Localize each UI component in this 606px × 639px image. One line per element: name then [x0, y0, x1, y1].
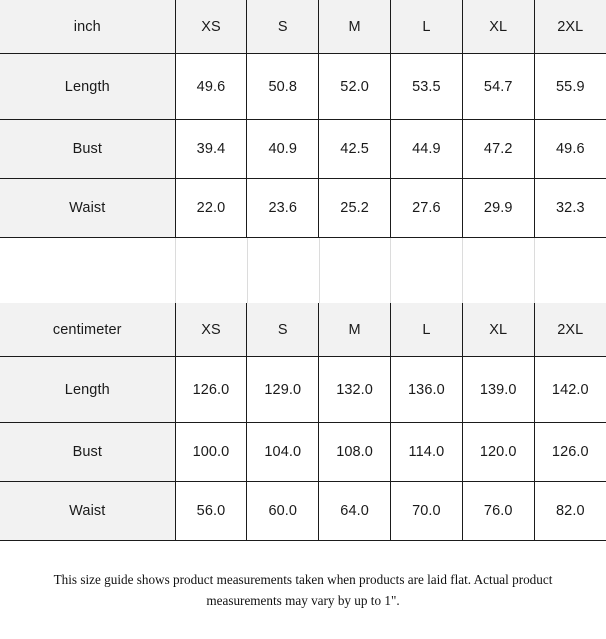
cell-inch-waist-s: 23.6	[246, 178, 319, 238]
spacer-segment	[0, 238, 175, 303]
column-header-2xl: 2XL	[533, 0, 606, 54]
cell-inch-length-m: 52.0	[318, 53, 391, 120]
cell-cm-waist-m: 64.0	[318, 481, 391, 541]
column-header-xl: XL	[461, 0, 535, 54]
table-row: Bust 100.0 104.0 108.0 114.0 120.0 126.0	[0, 422, 606, 482]
unit-header-inch: inch	[0, 0, 176, 54]
column-header-xs: XS	[174, 303, 247, 357]
cell-inch-waist-l: 27.6	[390, 178, 463, 238]
cell-cm-bust-m: 108.0	[318, 422, 391, 482]
column-header-m: M	[318, 303, 391, 357]
size-table-inch: inch XS S M L XL 2XL Length 49.6 50.8 52…	[0, 0, 606, 238]
row-label-length: Length	[0, 53, 176, 120]
size-table-inch-head: inch XS S M L XL 2XL	[0, 0, 606, 54]
cell-cm-bust-2xl: 126.0	[533, 422, 606, 482]
cell-inch-length-xl: 54.7	[461, 53, 535, 120]
cell-cm-length-xl: 139.0	[461, 356, 535, 423]
cell-cm-length-2xl: 142.0	[533, 356, 606, 423]
column-header-s: S	[246, 0, 319, 54]
spacer-segment	[390, 238, 462, 303]
cell-cm-waist-xl: 76.0	[461, 481, 535, 541]
spacer-segment	[246, 238, 319, 303]
cell-cm-bust-xl: 120.0	[461, 422, 535, 482]
spacer-segment	[175, 238, 247, 303]
spacer-segment	[318, 238, 391, 303]
cell-inch-bust-xl: 47.2	[461, 119, 535, 179]
cell-cm-length-l: 136.0	[390, 356, 463, 423]
cell-cm-waist-2xl: 82.0	[533, 481, 606, 541]
row-label-waist: Waist	[0, 178, 176, 238]
table-row: Length 126.0 129.0 132.0 136.0 139.0 142…	[0, 356, 606, 423]
cell-inch-waist-m: 25.2	[318, 178, 391, 238]
cell-cm-waist-l: 70.0	[390, 481, 463, 541]
row-label-bust: Bust	[0, 119, 176, 179]
column-header-xl: XL	[461, 303, 535, 357]
column-header-l: L	[390, 0, 463, 54]
cell-inch-waist-xs: 22.0	[174, 178, 247, 238]
cell-cm-bust-l: 114.0	[390, 422, 463, 482]
cell-inch-bust-l: 44.9	[390, 119, 463, 179]
header-row: centimeter XS S M L XL 2XL	[0, 303, 606, 357]
row-label-bust: Bust	[0, 422, 176, 482]
column-header-2xl: 2XL	[533, 303, 606, 357]
cell-cm-length-s: 129.0	[246, 356, 319, 423]
cell-inch-length-xs: 49.6	[174, 53, 247, 120]
cell-inch-bust-xs: 39.4	[174, 119, 247, 179]
size-table-centimeter-body: Length 126.0 129.0 132.0 136.0 139.0 142…	[0, 356, 606, 541]
unit-header-centimeter: centimeter	[0, 303, 176, 357]
cell-cm-waist-xs: 56.0	[174, 481, 247, 541]
cell-inch-waist-xl: 29.9	[461, 178, 535, 238]
size-table-centimeter: centimeter XS S M L XL 2XL Length 126.0 …	[0, 303, 606, 541]
cell-inch-length-s: 50.8	[246, 53, 319, 120]
column-header-l: L	[390, 303, 463, 357]
column-header-m: M	[318, 0, 391, 54]
spacer-segment	[462, 238, 534, 303]
cell-cm-bust-s: 104.0	[246, 422, 319, 482]
size-table-inch-body: Length 49.6 50.8 52.0 53.5 54.7 55.9 Bus…	[0, 53, 606, 238]
row-label-length: Length	[0, 356, 176, 423]
column-header-xs: XS	[174, 0, 247, 54]
table-row: Bust 39.4 40.9 42.5 44.9 47.2 49.6	[0, 119, 606, 179]
column-header-s: S	[246, 303, 319, 357]
cell-cm-length-m: 132.0	[318, 356, 391, 423]
header-row: inch XS S M L XL 2XL	[0, 0, 606, 54]
row-label-waist: Waist	[0, 481, 176, 541]
spacer-segment	[533, 238, 606, 303]
table-row: Length 49.6 50.8 52.0 53.5 54.7 55.9	[0, 53, 606, 120]
table-spacer	[0, 238, 606, 303]
table-row: Waist 22.0 23.6 25.2 27.6 29.9 32.3	[0, 178, 606, 238]
cell-inch-length-2xl: 55.9	[533, 53, 606, 120]
cell-inch-waist-2xl: 32.3	[533, 178, 606, 238]
table-row: Waist 56.0 60.0 64.0 70.0 76.0 82.0	[0, 481, 606, 541]
cell-inch-bust-m: 42.5	[318, 119, 391, 179]
cell-inch-bust-s: 40.9	[246, 119, 319, 179]
cell-inch-bust-2xl: 49.6	[533, 119, 606, 179]
cell-cm-waist-s: 60.0	[246, 481, 319, 541]
cell-inch-length-l: 53.5	[390, 53, 463, 120]
cell-cm-bust-xs: 100.0	[174, 422, 247, 482]
size-guide-disclaimer: This size guide shows product measuremen…	[53, 572, 553, 609]
size-table-centimeter-head: centimeter XS S M L XL 2XL	[0, 303, 606, 357]
cell-cm-length-xs: 126.0	[174, 356, 247, 423]
